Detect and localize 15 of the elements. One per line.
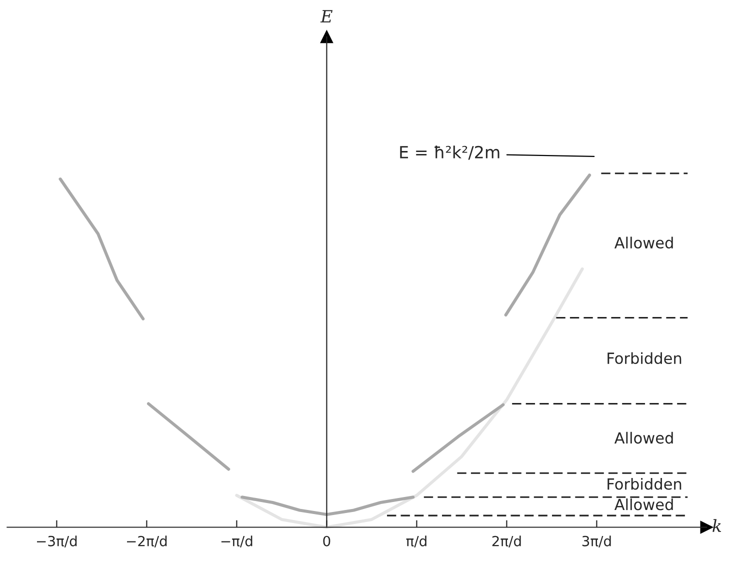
annotation: Allowed <box>614 236 673 249</box>
text: E = ħ²k²/2m <box>400 146 500 160</box>
x-tick-label: −π/d <box>221 536 252 548</box>
x-tick-label: 0 <box>323 536 330 546</box>
annotation: Forbidden <box>608 352 682 364</box>
x-tick-label: π/d <box>406 536 426 548</box>
x-tick-label: 2π/d <box>492 536 521 548</box>
x-tick-label: 3π/d <box>582 536 611 548</box>
x-axis-title: k <box>712 519 722 532</box>
x-tick-label: −3π/d <box>37 536 77 548</box>
annotation: Allowed <box>614 432 673 444</box>
text: E <box>320 10 333 22</box>
annotation: Forbidden <box>608 478 682 490</box>
x-tick-label: −2π/d <box>127 536 167 548</box>
annotation: Allowed <box>614 498 673 510</box>
